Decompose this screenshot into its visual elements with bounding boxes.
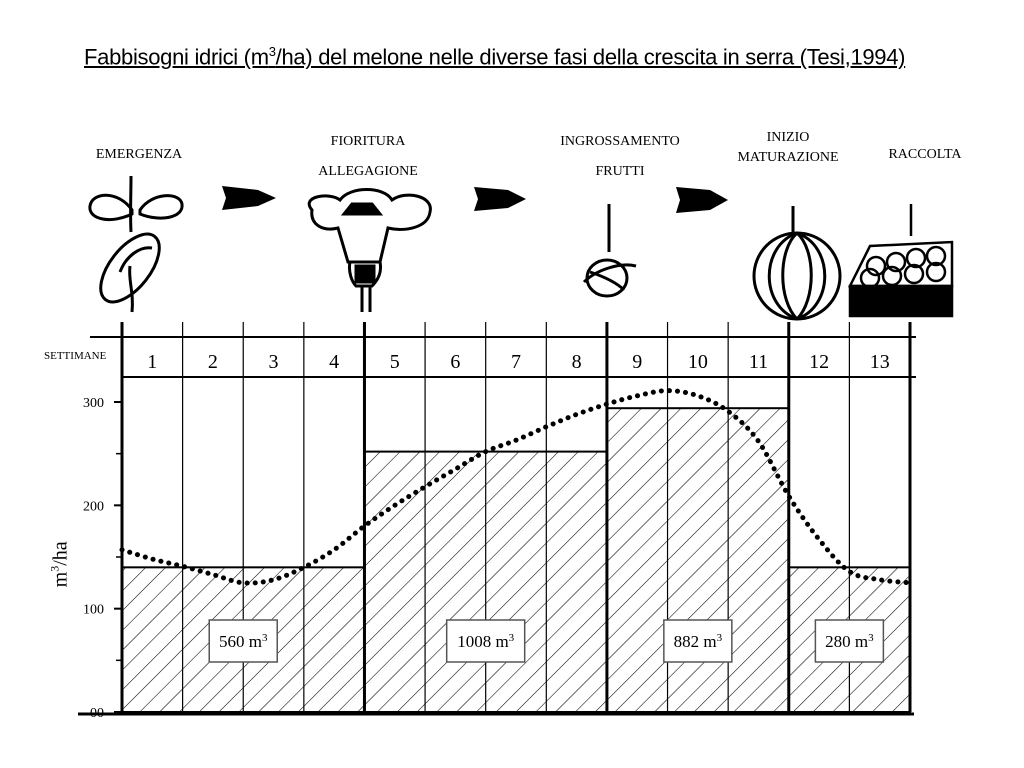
stage-arrow-1 xyxy=(222,186,276,210)
demand-curve xyxy=(119,388,913,586)
bars-layer xyxy=(121,407,911,713)
melon-icon xyxy=(752,206,842,321)
week-label-10: 10 xyxy=(688,351,708,373)
phase-total-label-3: 882 m3 xyxy=(674,632,723,651)
week-label-2: 2 xyxy=(208,351,218,373)
week-label-1: 1 xyxy=(147,351,157,373)
stage-arrow-3 xyxy=(676,187,728,213)
phase-total-frame-1 xyxy=(208,619,278,663)
harvest-crate-icon xyxy=(847,204,954,318)
week-label-4: 4 xyxy=(329,351,339,373)
y-tick-label-200: 200 xyxy=(83,499,104,514)
seedling-icon xyxy=(88,175,184,313)
stage-arrow-2 xyxy=(474,187,526,211)
y-ticks: 00 100 200 300 xyxy=(83,396,122,721)
week-label-8: 8 xyxy=(572,351,582,373)
stage-label-fioritura: FIORITURA ALLEGAGIONE xyxy=(318,134,418,179)
week-label-6: 6 xyxy=(450,351,460,373)
phase-total-label-2: 1008 m3 xyxy=(457,632,514,651)
stage-label-raccolta: RACCOLTA xyxy=(888,147,962,162)
x-axis-label: SETTIMANE xyxy=(44,350,107,362)
y-tick-label-100: 100 xyxy=(83,603,104,618)
stage-label-maturazione: INIZIO MATURAZIONE xyxy=(737,130,839,165)
phase-totals: 560 m3 1008 m3 882 m3 280 m3 xyxy=(208,619,885,663)
week-label-5: 5 xyxy=(390,351,400,373)
small-fruit-icon xyxy=(582,204,637,298)
phase-bar-3 xyxy=(605,407,790,713)
y-tick-label-300: 300 xyxy=(83,396,104,411)
phase-total-frame-3 xyxy=(663,619,733,663)
week-label-12: 12 xyxy=(809,351,829,373)
y-axis-label: m3/ha xyxy=(47,541,72,588)
phase-total-box-3: 882 m3 xyxy=(663,619,733,663)
demand-curve-line xyxy=(119,388,913,586)
week-label-7: 7 xyxy=(511,351,521,373)
page-title: Fabbisogni idrici (m3/ha) del melone nel… xyxy=(84,44,906,70)
week-label-9: 9 xyxy=(632,351,642,373)
phase-total-box-1: 560 m3 xyxy=(208,619,278,663)
week-label-13: 13 xyxy=(870,351,890,373)
stage-label-ingrossamento: INGROSSAMENTO FRUTTI xyxy=(560,134,680,179)
phase-total-box-2: 1008 m3 xyxy=(445,619,526,663)
stage-label-emergenza: EMERGENZA xyxy=(95,147,183,162)
phase-total-label-1: 560 m3 xyxy=(219,632,268,651)
week-label-11: 11 xyxy=(749,351,768,373)
week-label-3: 3 xyxy=(269,351,279,373)
y-tick-label-0: 00 xyxy=(90,706,104,721)
phase-total-box-4: 280 m3 xyxy=(814,619,885,663)
week-band: 1 2 3 4 5 6 7 8 9 10 11 12 13 xyxy=(90,336,916,378)
phase-total-frame-2 xyxy=(445,619,526,663)
flower-icon xyxy=(307,188,432,312)
phase-total-label-4: 280 m3 xyxy=(825,632,874,651)
phase-total-frame-4 xyxy=(814,619,885,663)
